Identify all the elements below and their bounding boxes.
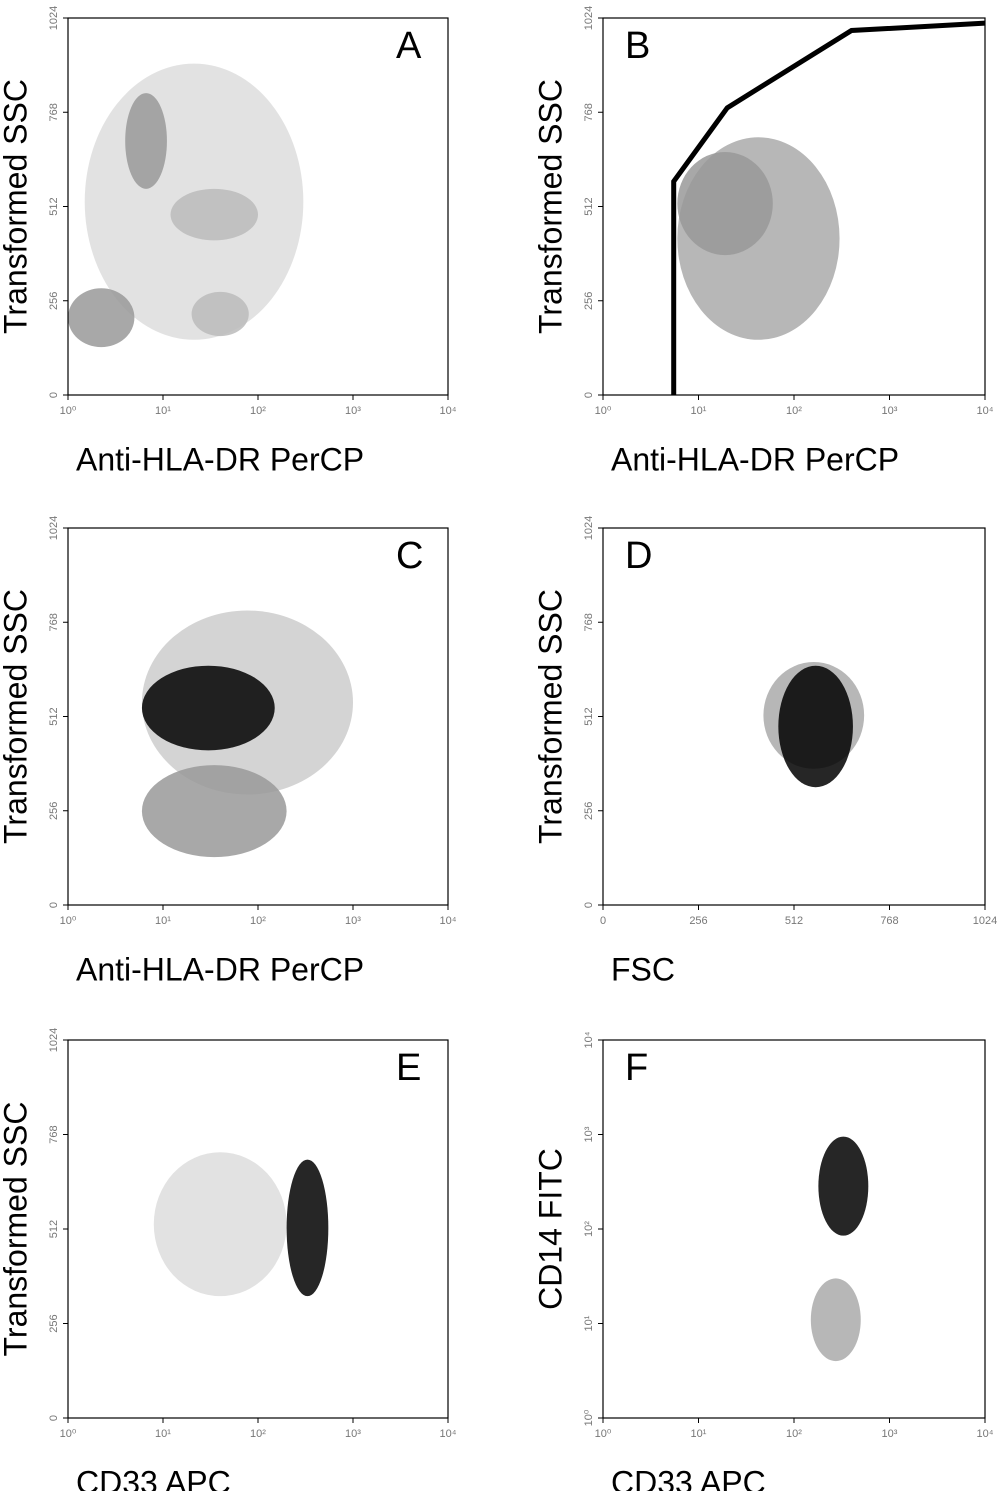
- y-tick-label: 1024: [583, 516, 595, 540]
- y-tick-label: 1024: [48, 6, 60, 30]
- cell-population: [191, 291, 249, 337]
- gate: [671, 20, 986, 395]
- panel: 10⁰ 10¹ 10² 10³ 10⁴ 10⁰ 10¹ 10² 10³ 10⁴ F CD33 APC C…: [532, 1031, 994, 1496]
- x-tick-label: 10⁴: [440, 915, 457, 927]
- panel-letter: E: [396, 1047, 421, 1089]
- x-tick-label: 10⁴: [977, 1428, 994, 1440]
- y-tick-label: 0: [48, 902, 60, 908]
- y-tick-label: 1024: [583, 6, 595, 30]
- panel-letter: A: [396, 25, 422, 67]
- y-tick-label: 256: [48, 1314, 60, 1332]
- cell-population: [141, 765, 287, 858]
- x-tick-label: 10⁴: [440, 405, 457, 417]
- cell-population: [286, 1159, 329, 1297]
- x-tick-label: 768: [880, 915, 898, 927]
- x-tick-label: 10¹: [155, 405, 171, 417]
- y-tick-label: 10²: [583, 1221, 595, 1237]
- panel: 0 256 512 768 1024 0 256 512 768 1024 D FSC Transfor…: [532, 516, 997, 988]
- panel-letter: C: [396, 535, 423, 577]
- panel-letter: F: [625, 1047, 648, 1089]
- x-tick-label: 10²: [786, 405, 802, 417]
- y-axis-label: Transformed SSC: [0, 79, 33, 334]
- y-tick-label: 0: [48, 1415, 60, 1421]
- y-tick-label: 768: [48, 613, 60, 631]
- y-tick-label: 768: [48, 103, 60, 121]
- x-tick-label: 0: [600, 915, 606, 927]
- cell-population: [153, 1152, 287, 1297]
- x-tick-label: 512: [785, 915, 803, 927]
- y-tick-label: 256: [48, 292, 60, 310]
- x-tick-label: 10³: [345, 405, 361, 417]
- plot-frame: [602, 1039, 986, 1419]
- x-axis-label: FSC: [611, 951, 675, 987]
- panel: 10⁰ 10¹ 10² 10³ 10⁴ 0 256 512 768 1024 A Anti-HLA-D…: [0, 6, 457, 478]
- x-tick-label: 10³: [345, 1428, 361, 1440]
- y-axis-label: Transformed SSC: [0, 1102, 33, 1357]
- y-tick-label: 1024: [48, 516, 60, 540]
- x-tick-label: 10¹: [155, 1428, 171, 1440]
- y-tick-label: 512: [48, 197, 60, 215]
- y-tick-label: 10³: [583, 1126, 595, 1142]
- x-tick-label: 10²: [786, 1428, 802, 1440]
- x-tick-label: 10²: [250, 915, 266, 927]
- y-tick-label: 10⁴: [583, 1031, 595, 1048]
- x-tick-label: 10⁴: [440, 1428, 457, 1440]
- y-tick-label: 768: [583, 613, 595, 631]
- y-axis-label: Transformed SSC: [532, 589, 568, 844]
- panel: 10⁰ 10¹ 10² 10³ 10⁴ 0 256 512 768 1024 B Anti-HLA-D…: [532, 6, 993, 478]
- panel: 10⁰ 10¹ 10² 10³ 10⁴ 0 256 512 768 1024 C Anti-HLA-D…: [0, 516, 457, 988]
- x-tick-label: 10³: [882, 405, 898, 417]
- panel-letter: D: [625, 535, 652, 577]
- x-tick-label: 10⁰: [595, 1428, 612, 1440]
- cell-population: [68, 288, 135, 348]
- y-tick-label: 256: [583, 292, 595, 310]
- x-tick-label: 10²: [250, 1428, 266, 1440]
- x-tick-label: 10⁰: [595, 405, 612, 417]
- y-tick-label: 768: [583, 103, 595, 121]
- x-tick-label: 10¹: [691, 405, 707, 417]
- x-axis-label: Anti-HLA-DR PerCP: [76, 951, 364, 987]
- x-tick-label: 10⁰: [60, 1428, 77, 1440]
- y-tick-label: 1024: [48, 1028, 60, 1052]
- x-tick-label: 10³: [345, 915, 361, 927]
- x-axis-label: Anti-HLA-DR PerCP: [76, 441, 364, 477]
- x-tick-label: 10³: [882, 1428, 898, 1440]
- x-tick-label: 10²: [250, 405, 266, 417]
- x-tick-label: 10¹: [691, 1428, 707, 1440]
- cell-population: [810, 1278, 861, 1362]
- y-tick-label: 0: [583, 902, 595, 908]
- y-axis-label: CD14 FITC: [532, 1148, 568, 1310]
- y-tick-label: 10¹: [583, 1315, 595, 1331]
- x-tick-label: 10⁰: [60, 915, 77, 927]
- y-tick-label: 10⁰: [583, 1409, 595, 1426]
- x-tick-label: 10⁰: [60, 405, 77, 417]
- x-tick-label: 10¹: [155, 915, 171, 927]
- panel-letter: B: [625, 25, 650, 67]
- cell-population: [677, 152, 773, 256]
- cell-population: [170, 188, 258, 241]
- y-tick-label: 512: [48, 1220, 60, 1238]
- y-tick-label: 256: [583, 802, 595, 820]
- cell-population: [125, 93, 167, 189]
- x-tick-label: 256: [689, 915, 707, 927]
- cell-population: [818, 1136, 869, 1236]
- y-tick-label: 0: [48, 392, 60, 398]
- x-axis-label: CD33 APC: [76, 1464, 231, 1491]
- x-axis-label: CD33 APC: [611, 1464, 766, 1491]
- cell-population: [778, 665, 853, 788]
- panel: 10⁰ 10¹ 10² 10³ 10⁴ 0 256 512 768 1024 E CD33 APC Tr…: [0, 1028, 457, 1496]
- cell-population: [141, 665, 275, 751]
- y-tick-label: 256: [48, 802, 60, 820]
- y-tick-label: 512: [583, 707, 595, 725]
- x-tick-label: 10⁴: [977, 405, 994, 417]
- y-tick-label: 0: [583, 392, 595, 398]
- x-axis-label: Anti-HLA-DR PerCP: [611, 441, 899, 477]
- y-tick-label: 512: [48, 707, 60, 725]
- y-axis-label: Transformed SSC: [532, 79, 568, 334]
- x-tick-label: 1024: [973, 915, 997, 927]
- y-tick-label: 512: [583, 197, 595, 215]
- y-axis-label: Transformed SSC: [0, 589, 33, 844]
- y-tick-label: 768: [48, 1125, 60, 1143]
